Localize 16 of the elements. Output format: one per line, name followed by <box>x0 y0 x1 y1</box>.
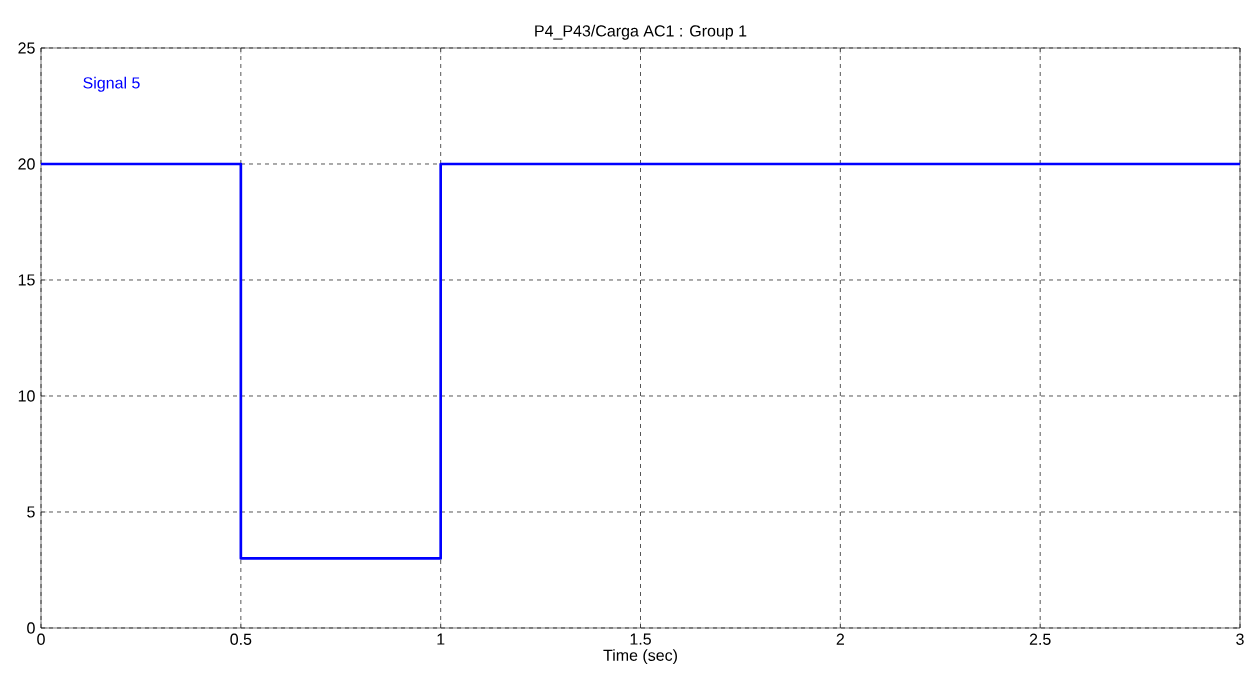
x-tick-label: 2 <box>836 633 844 645</box>
y-tick-label: 10 <box>18 390 35 402</box>
x-axis-title: Time (sec) <box>603 649 677 665</box>
y-tick-label: 20 <box>18 158 35 170</box>
y-tick-label: 5 <box>27 506 35 518</box>
y-tick-label: 25 <box>18 42 35 54</box>
text: Signal 5 <box>83 76 140 92</box>
x-tick-label: 0 <box>37 633 45 645</box>
y-tick-label: 15 <box>18 274 35 286</box>
x-tick-label: 2.5 <box>1029 633 1051 645</box>
x-tick-label: 3 <box>1236 633 1244 645</box>
chart-title: P4_P43/Carga AC1 : Group 1 <box>535 24 747 40</box>
y-tick-label: 0 <box>27 622 35 634</box>
x-tick-label: 0.5 <box>230 633 252 645</box>
x-tick-label: 1.5 <box>630 633 651 645</box>
x-tick-label: 1 <box>437 633 445 645</box>
